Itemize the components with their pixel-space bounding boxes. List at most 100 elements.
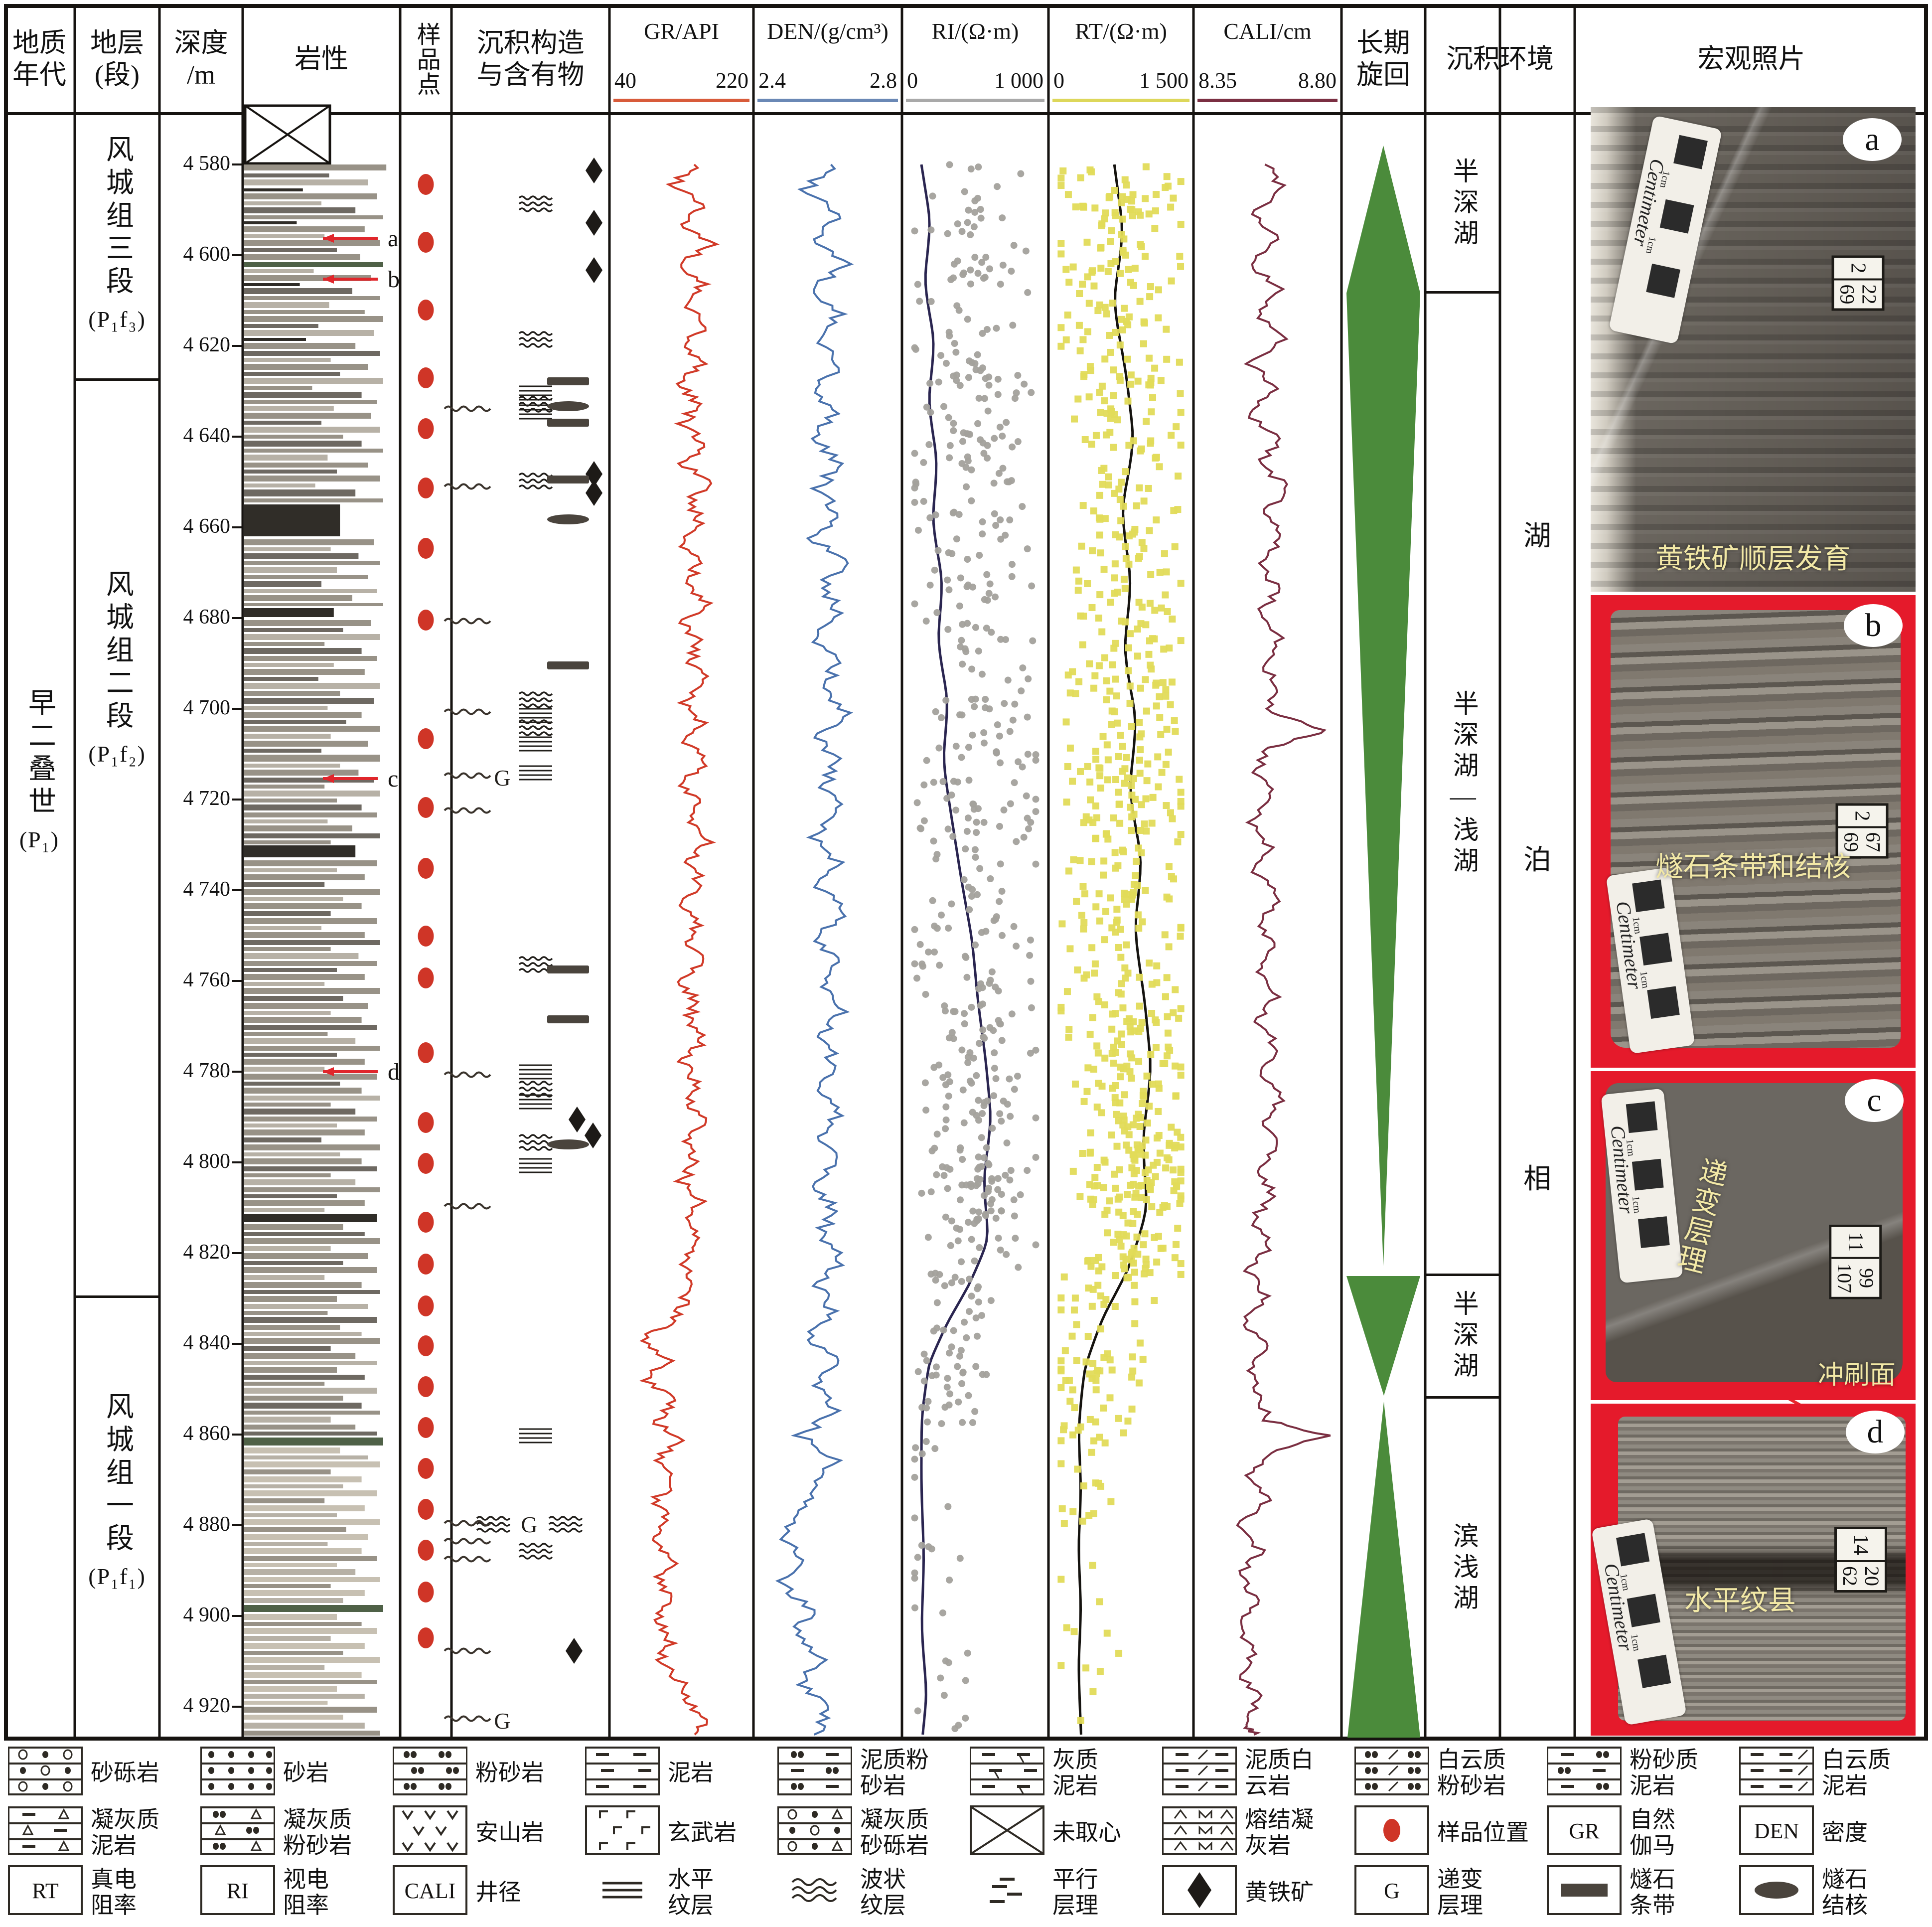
depth-tick-label: 4 800 (183, 1150, 231, 1173)
legend-item-label: 真电 阻率 (91, 1867, 137, 1918)
section-name: 风城组二段 (102, 569, 133, 734)
legend-item-label: 泥岩 (668, 1760, 714, 1786)
depth-tick-label: 4 880 (183, 1513, 231, 1536)
legend-item-siltstone: 粉砂岩 (393, 1746, 575, 1800)
facies-char: 泊 (1523, 845, 1551, 876)
legend-item-label: 砂砾岩 (91, 1760, 159, 1786)
tuffaceous_siltstone-symbol-icon (200, 1806, 275, 1858)
legend-item-limy_mudstone: 灰质 泥岩 (970, 1746, 1152, 1800)
legend-item-label: 平行 层理 (1052, 1867, 1098, 1918)
depth-tick-label: 4 680 (183, 606, 231, 629)
parallel-symbol-icon (970, 1868, 1044, 1918)
svg-text:RI: RI (227, 1879, 249, 1903)
core-photo-c: c Centimeter 1cm 1cm 11 99 107 递变层理 冲刷面 (1591, 1071, 1916, 1400)
depth-tick-label: 4 860 (183, 1422, 231, 1445)
cm-label: 1cm (1624, 1138, 1637, 1157)
depth-tick-label: 4 720 (183, 787, 231, 810)
legend-item-RT: RT 真电 阻率 (8, 1865, 190, 1920)
core-photo-a: a Centimeter 1cm 1cm 2 22 69 黄铁矿顺层发育 (1591, 107, 1916, 592)
header-depth: 深度 /m (174, 28, 228, 90)
chert_band-symbol-icon (1547, 1865, 1622, 1918)
header-photos: 宏观照片 (1697, 44, 1805, 74)
cm-label: 1cm (1637, 970, 1651, 989)
cm-label: 1cm (1628, 1633, 1642, 1652)
track-rule-rt (1052, 99, 1189, 102)
photo-a-scale-card: Centimeter 1cm 1cm (1608, 115, 1723, 344)
legend-item-dolomitic_mudstone: 白云质 泥岩 (1739, 1746, 1922, 1800)
depth-tick-label: 4 760 (183, 968, 231, 991)
legend-item-mudstone: 泥岩 (585, 1746, 767, 1800)
siltstone-symbol-icon (393, 1747, 467, 1798)
header-lithology: 岩性 (295, 44, 348, 74)
photo-b-annotation: 燧石条带和结核 (1655, 852, 1851, 883)
environment-cell-3: 滨浅湖 (1449, 1522, 1478, 1615)
track-min: 0 (907, 68, 918, 93)
G-symbol-icon: G (1354, 1865, 1429, 1918)
track-min: 8.35 (1198, 68, 1237, 93)
legend-item-dolomitic_siltstone: 白云质 粉砂岩 (1354, 1746, 1537, 1800)
depth-tick-label: 4 820 (183, 1241, 231, 1264)
facies-char: 湖 (1523, 521, 1551, 552)
svg-text:c: c (388, 766, 398, 792)
legend-item-label: 泥质白 云岩 (1245, 1747, 1314, 1798)
legend-item-label: 白云质 泥岩 (1822, 1747, 1891, 1798)
pyrite-symbol-icon (1162, 1865, 1237, 1918)
RI-symbol-icon: RI (200, 1865, 275, 1918)
legend-item-conglomerate: 砂砾岩 (8, 1746, 190, 1800)
legend-item-muddy_siltstone: 泥质粉 砂岩 (777, 1746, 960, 1800)
legend-item-label: 安山岩 (475, 1820, 544, 1846)
photo-a-core-tag: 2 22 69 (1831, 255, 1885, 311)
track-name: RT/(Ω·m) (1075, 18, 1167, 44)
legend-item-chert_band: 燧石 条带 (1547, 1865, 1729, 1920)
svg-text:a: a (388, 225, 398, 252)
legend-item-label: 凝灰质 泥岩 (91, 1807, 159, 1858)
track-min: 40 (614, 68, 636, 93)
legend-item-label: 熔结凝 灰岩 (1245, 1807, 1314, 1858)
photo-a-badge: a (1843, 118, 1902, 161)
svg-text:b: b (388, 266, 400, 293)
legend-item-basalt: 玄武岩 (585, 1805, 767, 1860)
legend-item-label: 粉砂质 泥岩 (1630, 1747, 1698, 1798)
environment-cell-2: 半深湖 (1449, 1290, 1478, 1383)
legend-item-tuffaceous_conglomerate: 凝灰质 砂砾岩 (777, 1805, 960, 1860)
track-rule-den (757, 99, 898, 102)
legend-item-tuffaceous_mudstone: 凝灰质 泥岩 (8, 1805, 190, 1860)
header-cycle: 长期 旋回 (1356, 28, 1410, 90)
track-rule-cali (1197, 99, 1338, 102)
sandstone-symbol-icon (200, 1747, 275, 1798)
legend-item-label: 波状 纹层 (860, 1867, 906, 1918)
legend-item-label: 密度 (1822, 1820, 1868, 1846)
legend-item-label: 燧石 结核 (1822, 1867, 1868, 1918)
era-name: 早二叠世 (24, 688, 55, 819)
header-sample-points: 样品点 (413, 22, 440, 97)
svg-text:GR: GR (1569, 1819, 1600, 1843)
legend-item-muddy_dolomite: 泥质白 云岩 (1162, 1746, 1344, 1800)
core-photo-d: d 14 20 62 Centimeter 1cm 1cm 水平纹县 (1591, 1404, 1916, 1736)
legend-item-label: 递变 层理 (1437, 1867, 1483, 1918)
sample_dot-symbol-icon (1354, 1805, 1429, 1858)
track-header-gr: GR/API 40 220 (609, 4, 753, 115)
depth-tick-label: 4 740 (183, 878, 231, 901)
GR-symbol-icon: GR (1547, 1805, 1622, 1858)
track-header-ri: RI/(Ω·m) 0 1 000 (902, 4, 1048, 115)
welded_tuff-symbol-icon (1162, 1806, 1237, 1858)
era-label: 早二叠世 (P₁) (4, 688, 75, 853)
legend-item-RI: RI 视电 阻率 (200, 1865, 383, 1920)
legend-item-G: G 递变 层理 (1354, 1865, 1537, 1920)
track-header-cali: CALI/cm 8.35 8.80 (1193, 4, 1341, 115)
tuffaceous_mudstone-symbol-icon (8, 1806, 83, 1858)
legend-item-DEN: DEN 密度 (1739, 1805, 1922, 1860)
legend-item-label: 凝灰质 砂砾岩 (860, 1807, 929, 1858)
header-age: 地质 年代 (12, 28, 66, 90)
era-formula: (P₁) (19, 827, 60, 852)
legend-item-tuffaceous_siltstone: 凝灰质 粉砂岩 (200, 1805, 383, 1860)
depth-tick-label: 4 620 (183, 333, 231, 356)
section-label-1: 风城组二段 (P₁f₂) (75, 569, 159, 767)
basalt-symbol-icon (585, 1805, 660, 1858)
legend-item-label: 井径 (475, 1880, 521, 1906)
legend-item-sandstone: 砂岩 (200, 1746, 383, 1800)
track-header-den: DEN/(g/cm³) 2.4 2.8 (753, 4, 902, 115)
cm-label: 1cm (1630, 1195, 1643, 1214)
muddy_dolomite-symbol-icon (1162, 1747, 1237, 1798)
